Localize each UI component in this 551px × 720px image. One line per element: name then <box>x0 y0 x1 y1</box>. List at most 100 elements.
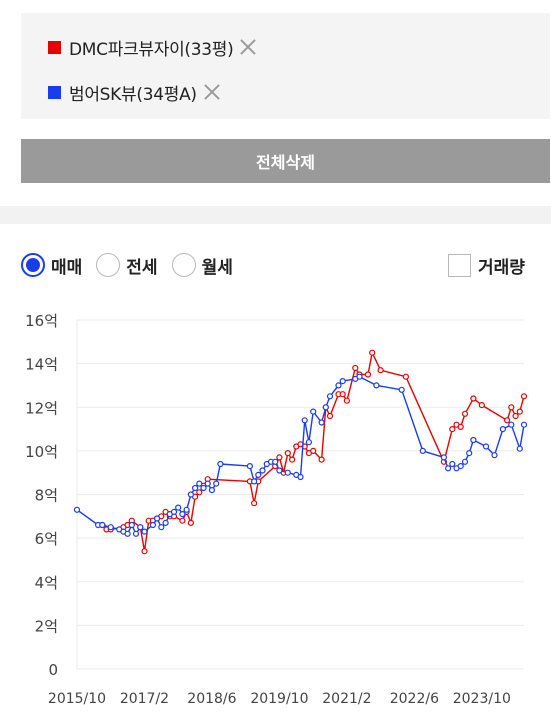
y-tick-label: 16억 <box>25 312 58 330</box>
data-point <box>297 473 304 481</box>
data-point <box>124 530 131 537</box>
data-point <box>326 393 334 400</box>
compare-item-label: 범어SK뷰(34평A) <box>69 84 197 105</box>
data-point <box>440 454 447 461</box>
data-point <box>272 458 279 465</box>
radio-button-selected[interactable] <box>21 253 45 277</box>
data-point <box>310 408 317 415</box>
data-point <box>246 463 253 470</box>
data-point <box>343 397 350 404</box>
data-point <box>284 450 291 457</box>
data-point <box>251 500 258 507</box>
data-point <box>482 443 490 450</box>
data-point <box>508 421 515 428</box>
data-point <box>326 412 334 420</box>
x-tick-label: 2021/2 <box>322 691 371 707</box>
data-point <box>213 480 220 487</box>
data-point <box>470 395 477 402</box>
y-tick-label: 6억 <box>35 530 58 548</box>
data-point <box>369 349 376 356</box>
y-tick-label: 14억 <box>25 356 58 374</box>
data-point <box>470 436 477 444</box>
data-point <box>445 465 452 472</box>
data-point <box>305 439 312 446</box>
data-point <box>512 412 519 420</box>
compare-list: DMC파크뷰자이(33평) 범어SK뷰(34평A) <box>21 13 550 119</box>
trade-type-label: 매매 <box>51 257 83 278</box>
data-point <box>259 467 266 474</box>
data-point <box>179 517 186 524</box>
data-point <box>99 521 106 529</box>
data-point <box>499 426 506 433</box>
data-point <box>322 404 329 411</box>
trade-type-label: 월세 <box>201 257 233 278</box>
data-point <box>466 450 473 457</box>
trade-type-radio-group: 매매 전세 월세 <box>21 252 247 278</box>
data-point <box>457 463 464 470</box>
data-point <box>183 506 190 513</box>
data-point <box>339 391 346 398</box>
series-color-swatch <box>48 85 61 99</box>
data-point <box>516 445 523 452</box>
y-tick-label: 0 <box>48 661 58 679</box>
data-point <box>276 454 283 461</box>
delete-all-button[interactable]: 전체삭제 <box>21 139 550 183</box>
compare-item-1: DMC파크뷰자이(33평) <box>48 34 257 60</box>
y-tick-label: 12억 <box>25 399 58 417</box>
x-tick-label: 2015/10 <box>48 691 106 707</box>
close-icon[interactable] <box>203 83 221 101</box>
trade-type-sale[interactable]: 매매 <box>21 253 82 278</box>
data-point <box>137 524 144 531</box>
radio-button[interactable] <box>96 253 121 277</box>
data-point <box>449 426 456 433</box>
data-point <box>284 469 291 476</box>
data-point <box>162 519 169 526</box>
data-point <box>154 515 161 522</box>
series-color-swatch <box>48 40 61 54</box>
data-point <box>402 373 409 380</box>
data-point <box>204 480 211 487</box>
data-point <box>107 524 114 531</box>
data-point <box>141 528 148 535</box>
data-point <box>208 487 215 494</box>
data-point <box>352 364 359 372</box>
trade-type-monthly-rent[interactable]: 월세 <box>171 253 233 278</box>
data-point <box>457 423 464 431</box>
data-point <box>318 419 325 426</box>
trade-type-jeonse[interactable]: 전세 <box>96 253 158 278</box>
data-point <box>196 489 203 496</box>
data-point <box>491 452 498 459</box>
x-tick-label: 2017/2 <box>120 691 169 707</box>
data-point <box>478 401 485 409</box>
data-point <box>508 404 515 411</box>
y-tick-label: 2억 <box>35 617 58 635</box>
data-point <box>449 460 456 468</box>
data-point <box>289 456 296 463</box>
volume-toggle[interactable]: 거래량 <box>448 253 525 278</box>
data-point <box>196 480 203 487</box>
data-point <box>301 417 308 424</box>
data-point <box>377 367 384 374</box>
compare-item-label: DMC파크뷰자이(33평) <box>69 39 234 60</box>
data-point <box>504 417 511 424</box>
data-point <box>73 506 81 513</box>
volume-checkbox[interactable] <box>448 254 471 277</box>
data-point <box>200 484 207 492</box>
data-point <box>364 371 372 378</box>
compare-item-2: 범어SK뷰(34평A) <box>48 79 221 105</box>
close-icon[interactable] <box>239 38 257 56</box>
x-tick-label: 2019/10 <box>250 691 308 707</box>
data-point <box>187 491 194 498</box>
series-line-2 <box>76 375 525 535</box>
x-tick-label: 2018/6 <box>187 691 236 707</box>
data-point <box>356 373 363 380</box>
data-point <box>175 504 182 511</box>
data-point <box>516 408 523 415</box>
data-point <box>461 410 469 417</box>
data-point <box>179 511 186 518</box>
data-point <box>192 484 199 492</box>
x-tick-label: 2023/10 <box>453 691 511 707</box>
radio-button[interactable] <box>171 253 196 277</box>
data-point <box>251 478 258 485</box>
data-point <box>339 377 346 385</box>
